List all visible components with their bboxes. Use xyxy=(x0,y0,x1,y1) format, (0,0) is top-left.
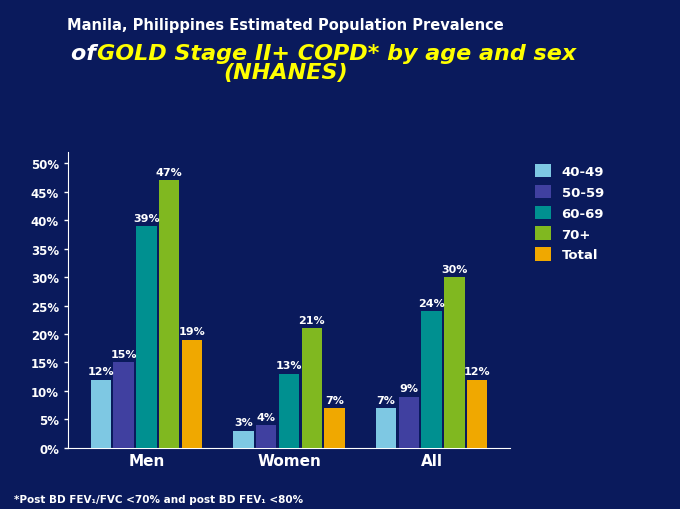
Bar xyxy=(90,380,111,448)
Bar xyxy=(422,312,442,448)
Text: 30%: 30% xyxy=(441,264,468,274)
Text: 47%: 47% xyxy=(156,167,183,178)
Text: 21%: 21% xyxy=(299,315,325,325)
Bar xyxy=(136,227,156,448)
Bar xyxy=(159,181,180,448)
Bar xyxy=(182,340,203,448)
Bar xyxy=(467,380,488,448)
Bar xyxy=(398,397,419,448)
Bar xyxy=(233,431,254,448)
Text: of: of xyxy=(71,44,104,64)
Text: 13%: 13% xyxy=(276,361,302,371)
Text: 4%: 4% xyxy=(256,412,275,422)
Text: Manila, Philippines Estimated Population Prevalence: Manila, Philippines Estimated Population… xyxy=(67,18,504,33)
Bar xyxy=(375,408,396,448)
Bar xyxy=(444,277,464,448)
Text: 7%: 7% xyxy=(377,395,395,405)
Text: 12%: 12% xyxy=(464,366,490,376)
Bar xyxy=(256,425,277,448)
Text: 3%: 3% xyxy=(234,417,253,428)
Text: *Post BD FEV₁/FVC <70% and post BD FEV₁ <80%: *Post BD FEV₁/FVC <70% and post BD FEV₁ … xyxy=(14,494,303,504)
Text: 24%: 24% xyxy=(418,298,445,308)
Text: 9%: 9% xyxy=(399,383,418,393)
Bar xyxy=(114,363,134,448)
Text: 7%: 7% xyxy=(325,395,344,405)
Legend: 40-49, 50-59, 60-69, 70+, Total: 40-49, 50-59, 60-69, 70+, Total xyxy=(530,159,609,267)
Text: 15%: 15% xyxy=(110,349,137,359)
Bar xyxy=(324,408,345,448)
Text: (NHANES): (NHANES) xyxy=(223,63,348,82)
Text: 39%: 39% xyxy=(133,213,160,223)
Text: GOLD Stage II+ COPD* by age and sex: GOLD Stage II+ COPD* by age and sex xyxy=(97,44,576,64)
Bar xyxy=(279,374,299,448)
Bar xyxy=(301,329,322,448)
Text: 12%: 12% xyxy=(88,366,114,376)
Text: 19%: 19% xyxy=(179,327,205,336)
